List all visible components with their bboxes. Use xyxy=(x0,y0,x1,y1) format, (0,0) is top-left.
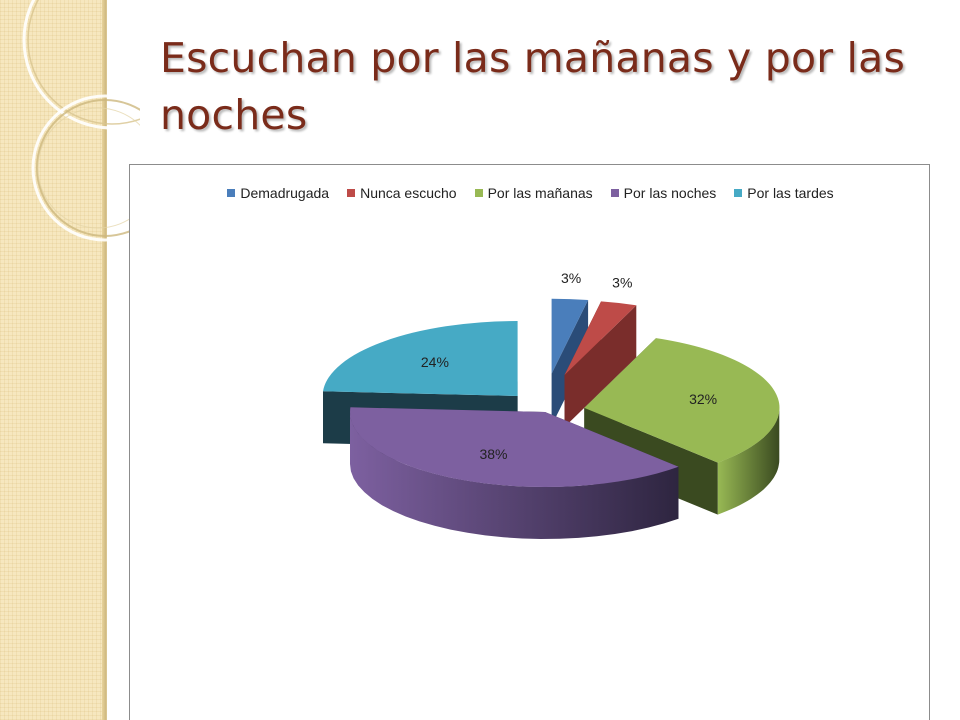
pie-slice-side xyxy=(717,407,780,515)
legend-item: Demadrugada xyxy=(227,185,329,201)
pie-chart: 3% 3% 32% 38% 24% xyxy=(323,270,780,539)
band-edge xyxy=(102,0,106,720)
decorative-rings xyxy=(22,0,140,242)
legend-label: Nunca escucho xyxy=(360,185,457,201)
pie-data-label: 38% xyxy=(479,446,507,462)
legend-item: Por las tardes xyxy=(734,185,834,201)
legend-swatch xyxy=(347,189,356,197)
pie-slice xyxy=(350,407,679,488)
legend-label: Por las tardes xyxy=(747,185,834,201)
legend-label: Por las mañanas xyxy=(487,185,593,201)
legend-swatch xyxy=(734,189,743,197)
pie-slice-cut-face xyxy=(564,305,637,428)
legend-label: Demadrugada xyxy=(240,185,330,201)
legend-swatch xyxy=(474,189,483,197)
pie-data-label: 3% xyxy=(561,270,581,286)
legend-swatch xyxy=(610,189,619,197)
pie-data-label: 3% xyxy=(612,275,632,291)
pie-slice xyxy=(323,321,518,396)
legend-item: Por las mañanas xyxy=(474,185,593,201)
pie-slice-side xyxy=(350,412,679,539)
pie-slice xyxy=(551,298,589,374)
legend-item: Nunca escucho xyxy=(347,185,457,201)
chart-legend: Demadrugada Nunca escucho Por las mañanas P… xyxy=(130,185,931,201)
pie-slice xyxy=(564,301,637,376)
legend-item: Por las noches xyxy=(610,185,717,201)
legend-label: Por las noches xyxy=(623,185,717,201)
pie-slice-cut-face xyxy=(551,300,589,426)
slide-title: Escuchan por las mañanas y por las noche… xyxy=(160,34,906,139)
pie-data-label: 32% xyxy=(689,391,717,407)
pie-data-label: 24% xyxy=(421,354,449,370)
pie-slice xyxy=(584,338,780,463)
legend-swatch xyxy=(227,189,236,197)
chart-area: Demadrugada Nunca escucho Por las mañanas P… xyxy=(129,164,930,720)
